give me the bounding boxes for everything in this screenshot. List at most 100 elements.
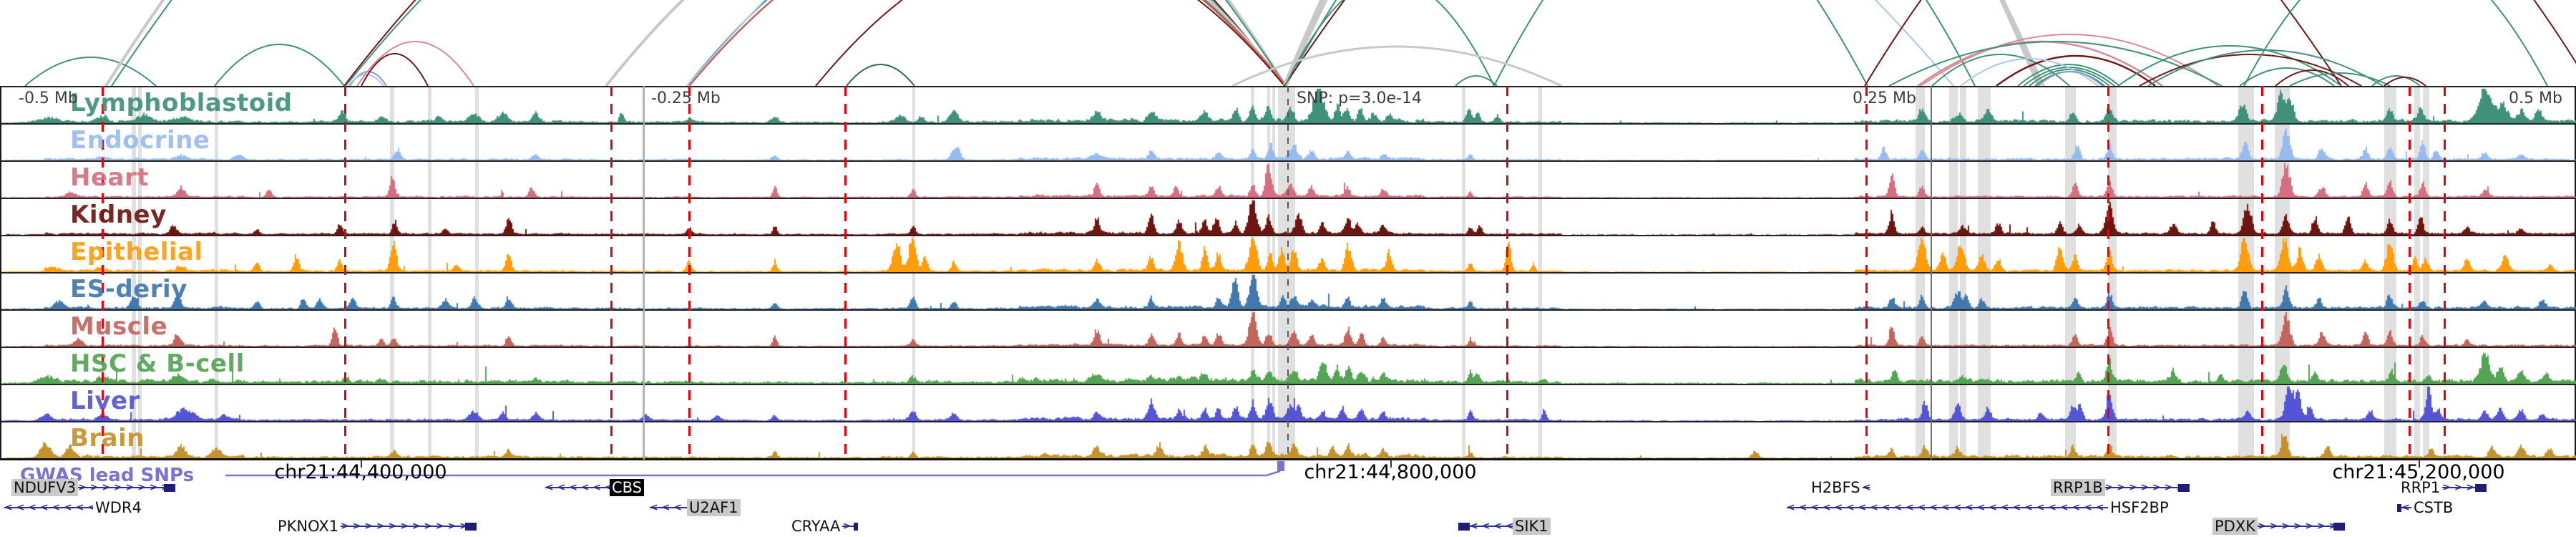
interaction-arc bbox=[2147, 49, 2384, 86]
interaction-arc bbox=[1455, 75, 1498, 86]
gene-pdxk[interactable]: PDXK> > > > > > > > bbox=[2212, 518, 2345, 535]
coordinate-tick bbox=[361, 460, 362, 468]
gene-rrp1[interactable]: RRP1> > > > bbox=[2399, 479, 2487, 496]
signal-canvas[interactable] bbox=[1, 162, 2576, 198]
gene-sik1[interactable]: < < < < <SIK1 bbox=[1458, 518, 1551, 535]
signal-canvas[interactable] bbox=[1, 311, 2576, 347]
interaction-arc bbox=[2037, 71, 2103, 86]
interaction-arc bbox=[343, 0, 1286, 86]
interaction-arc bbox=[356, 41, 474, 86]
gene-exon-box bbox=[465, 522, 477, 531]
interaction-arc bbox=[24, 57, 157, 86]
track-label: Liver bbox=[70, 387, 140, 415]
interaction-arc bbox=[1282, 0, 2042, 86]
track-es-deriv: ES-deriv bbox=[1, 272, 2576, 309]
gene-exon-box bbox=[1458, 522, 1470, 531]
interaction-arc bbox=[2139, 54, 2362, 86]
gene-exon-box bbox=[854, 522, 859, 531]
gene-h2bfs[interactable]: H2BFS < bbox=[1809, 479, 1870, 496]
gene-label: CSTB bbox=[2414, 499, 2454, 516]
gene-pknox1[interactable]: PKNOX1> > > > > > > > > > > > > bbox=[275, 518, 477, 535]
track-label: Heart bbox=[70, 163, 149, 192]
track-label: Endocrine bbox=[70, 126, 210, 155]
track-hsc-b-cell: HSC & B-cell bbox=[1, 347, 2576, 384]
signal-canvas[interactable] bbox=[1, 87, 2576, 123]
interaction-arc bbox=[605, 0, 1287, 86]
signal-canvas[interactable] bbox=[1, 125, 2576, 160]
track-label: Epithelial bbox=[70, 238, 203, 266]
gene-ndufv3[interactable]: NDUFV3> > > > > > > > > bbox=[11, 479, 176, 496]
gene-strand-arrows-left: < bbox=[2401, 502, 2411, 513]
track-label: Brain bbox=[70, 424, 145, 453]
interaction-arc bbox=[345, 0, 1287, 86]
coordinate-label: chr21:44,800,000 bbox=[1304, 461, 1477, 483]
gene-label: HSF2BP bbox=[2110, 499, 2169, 516]
ruler-and-genes-panel: GWAS lead SNPs chr21:44,400,000 chr21:44,… bbox=[0, 458, 2576, 537]
gene-cbs[interactable]: < < < < < < <CBS bbox=[545, 479, 645, 496]
gene-cstb[interactable]: < CSTB bbox=[2397, 499, 2455, 516]
signal-canvas[interactable] bbox=[1, 385, 2576, 421]
interaction-arc bbox=[348, 74, 384, 86]
interaction-arc bbox=[2017, 64, 2120, 86]
interaction-arc bbox=[1285, 0, 2045, 86]
interaction-arc bbox=[214, 44, 345, 86]
interaction-arc bbox=[2371, 75, 2421, 86]
gene-label: PKNOX1 bbox=[278, 518, 339, 535]
track-label: HSC & B-cell bbox=[70, 349, 245, 378]
gwas-lead-snp-connector bbox=[225, 461, 1284, 477]
gwas-connector-line bbox=[225, 470, 1281, 477]
gene-label: WDR4 bbox=[95, 499, 142, 516]
interaction-arc bbox=[1864, 0, 2576, 86]
gene-label: NDUFV3 bbox=[11, 479, 79, 496]
coordinate-label: chr21:45,200,000 bbox=[2332, 461, 2505, 483]
interaction-arc bbox=[846, 64, 915, 86]
gene-label: CRYAA bbox=[791, 518, 841, 535]
interaction-arc bbox=[1284, 0, 1495, 86]
interaction-arc bbox=[2239, 67, 2335, 86]
interaction-arc bbox=[1996, 54, 2156, 86]
track-heart: Heart bbox=[1, 160, 2576, 198]
interaction-arc bbox=[1285, 0, 1868, 86]
gene-exon-box bbox=[164, 483, 176, 492]
gwas-lead-snp-marker[interactable] bbox=[1277, 461, 1284, 471]
gene-label: SIK1 bbox=[1513, 518, 1551, 535]
interaction-arc bbox=[815, 0, 1285, 86]
gene-label: CBS bbox=[610, 479, 645, 496]
signal-canvas[interactable] bbox=[1, 199, 2576, 235]
gene-strand-arrows-right: > bbox=[842, 521, 854, 532]
track-kidney: Kidney bbox=[1, 198, 2576, 235]
track-label: Lymphoblastoid bbox=[70, 89, 293, 117]
gene-exon-box bbox=[2475, 483, 2487, 492]
gene-rrp1b[interactable]: RRP1B> > > > > > > > bbox=[2051, 479, 2190, 496]
gene-label: H2BFS bbox=[1811, 479, 1860, 496]
track-label: ES-deriv bbox=[70, 275, 187, 304]
track-endocrine: Endocrine bbox=[1, 123, 2576, 160]
gene-wdr4[interactable]: < < < < < < < < < <WDR4 bbox=[4, 499, 144, 516]
signal-canvas[interactable] bbox=[1, 274, 2576, 309]
gene-cryaa[interactable]: CRYAA > bbox=[789, 518, 859, 535]
gene-strand-arrows-right: > > > > > > > > > bbox=[78, 482, 165, 493]
interaction-arc bbox=[1888, 41, 2223, 86]
gene-strand-arrows-right: > > > > > > > > bbox=[2258, 521, 2333, 532]
interaction-arcs-panel bbox=[24, 0, 2576, 86]
gene-label: RRP1 bbox=[2401, 479, 2441, 496]
track-label: Kidney bbox=[70, 200, 167, 229]
interaction-arc bbox=[1920, 34, 2219, 86]
signal-canvas[interactable] bbox=[1, 236, 2576, 272]
gene-hsf2bp[interactable]: < < < < < < < < < < < < < < < < < < < < … bbox=[1787, 499, 2171, 516]
gene-strand-arrows-right: > > > > bbox=[2442, 482, 2476, 493]
interaction-arc bbox=[104, 0, 1287, 86]
gene-strand-arrows-left: < < < < < < < < < < < < < < < < < < < < … bbox=[1787, 502, 2108, 513]
gene-label: U2AF1 bbox=[687, 499, 741, 516]
coordinate-tick bbox=[1390, 460, 1392, 468]
interaction-arc bbox=[361, 53, 429, 86]
interaction-arc bbox=[1284, 0, 2342, 86]
interaction-arc bbox=[1231, 45, 1562, 86]
interaction-arc bbox=[2029, 69, 2110, 86]
signal-canvas[interactable] bbox=[1, 422, 2576, 458]
signal-canvas[interactable] bbox=[1, 348, 2576, 384]
interaction-arc bbox=[2275, 69, 2349, 86]
gene-u2af1[interactable]: < < < <U2AF1 bbox=[650, 499, 741, 516]
gene-label: RRP1B bbox=[2051, 479, 2105, 496]
